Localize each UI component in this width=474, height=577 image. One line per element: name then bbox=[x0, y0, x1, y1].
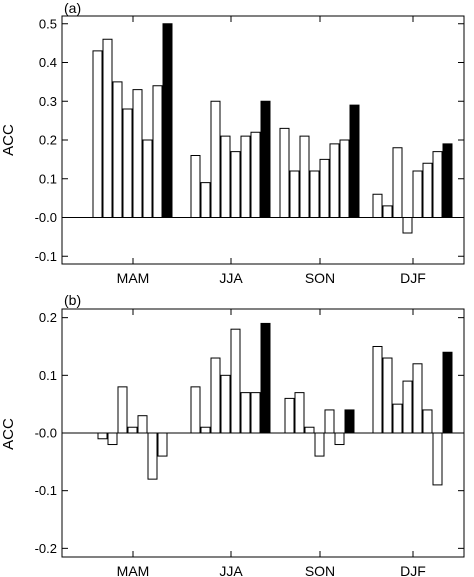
bar bbox=[432, 151, 443, 218]
bars-a bbox=[92, 23, 453, 234]
y-tick-label: 0.2 bbox=[39, 310, 57, 325]
bar bbox=[200, 182, 211, 218]
bar bbox=[157, 432, 168, 457]
bar bbox=[190, 386, 201, 434]
bars-b bbox=[97, 322, 453, 486]
category-label: MAM bbox=[117, 270, 150, 286]
category-label: DJF bbox=[400, 270, 426, 286]
bar bbox=[299, 135, 310, 218]
bar bbox=[402, 217, 413, 234]
bar bbox=[142, 139, 153, 218]
bar bbox=[250, 392, 261, 434]
category-label: MAM bbox=[117, 563, 150, 577]
bar bbox=[279, 127, 290, 218]
bar bbox=[422, 409, 433, 434]
panel-label-b: (b) bbox=[64, 292, 81, 308]
bar bbox=[260, 100, 271, 218]
panel-label-a: (a) bbox=[64, 0, 81, 16]
bar bbox=[432, 432, 443, 486]
bar bbox=[314, 432, 325, 457]
bar bbox=[147, 432, 158, 480]
bar bbox=[117, 386, 128, 434]
y-tick-label: 0.1 bbox=[39, 368, 57, 383]
y-tick-label: -0.0 bbox=[35, 210, 57, 225]
bar bbox=[319, 158, 330, 218]
y-tick-label: -0.2 bbox=[35, 541, 57, 556]
bar bbox=[190, 155, 201, 218]
bar bbox=[442, 143, 453, 218]
bar bbox=[92, 50, 103, 218]
y-tick-label: 0.5 bbox=[39, 16, 57, 31]
bar bbox=[412, 170, 423, 218]
bar bbox=[372, 345, 383, 434]
bar bbox=[304, 426, 315, 434]
y-tick-label: -0.1 bbox=[35, 483, 57, 498]
bar bbox=[102, 38, 113, 218]
bar bbox=[152, 85, 163, 218]
y-tick-label: -0.0 bbox=[35, 426, 57, 441]
bar bbox=[392, 403, 403, 434]
bar bbox=[372, 193, 383, 218]
category-label: SON bbox=[305, 563, 335, 577]
category-label: JJA bbox=[219, 563, 243, 577]
bar bbox=[442, 351, 453, 434]
bar bbox=[422, 162, 433, 218]
bar bbox=[329, 143, 340, 218]
y-ticks-a: -0.1 -0.0 0.1 0.2 0.3 0.4 0.5 bbox=[35, 16, 464, 264]
bar bbox=[210, 357, 221, 434]
y-ticks-b: -0.2 -0.1 -0.0 0.1 0.2 bbox=[35, 310, 464, 556]
y-tick-label: 0.2 bbox=[39, 133, 57, 148]
y-axis-label-a: ACC bbox=[0, 124, 17, 156]
bar bbox=[284, 397, 295, 434]
category-label: SON bbox=[305, 270, 335, 286]
bar bbox=[324, 409, 335, 434]
bar bbox=[392, 147, 403, 218]
bar bbox=[294, 392, 305, 434]
panel-b: (b) ACC -0.2 -0.1 -0.0 0.1 0.2 MAM JJA SON DJF bbox=[0, 292, 465, 577]
bar bbox=[382, 205, 393, 218]
bar bbox=[412, 363, 423, 434]
bar bbox=[162, 23, 173, 218]
bar bbox=[122, 108, 133, 218]
bar bbox=[220, 135, 231, 218]
bar bbox=[210, 100, 221, 218]
bar bbox=[137, 415, 148, 434]
bar bbox=[220, 374, 231, 434]
bar bbox=[200, 426, 211, 434]
y-tick-label: 0.3 bbox=[39, 94, 57, 109]
bar bbox=[250, 131, 261, 218]
bar bbox=[260, 322, 271, 434]
bar bbox=[289, 170, 300, 218]
bar bbox=[107, 432, 118, 446]
bar bbox=[132, 89, 143, 218]
bar bbox=[127, 426, 138, 434]
y-tick-label: 0.4 bbox=[39, 55, 57, 70]
panel-a: (a) ACC -0.1 -0.0 0.1 0.2 0.3 0.4 0.5 MAM JJA SO… bbox=[0, 0, 465, 286]
bar bbox=[382, 357, 393, 434]
bar bbox=[240, 392, 251, 434]
bar bbox=[334, 432, 345, 446]
category-label: DJF bbox=[400, 563, 426, 577]
bar bbox=[339, 139, 350, 218]
bar bbox=[344, 409, 355, 434]
bar bbox=[309, 170, 320, 218]
y-tick-label: 0.1 bbox=[39, 171, 57, 186]
y-tick-label: -0.1 bbox=[35, 249, 57, 264]
bar bbox=[97, 432, 108, 440]
category-label: JJA bbox=[219, 270, 243, 286]
bar bbox=[240, 135, 251, 218]
bar bbox=[112, 81, 123, 218]
bar bbox=[349, 104, 360, 218]
bar bbox=[402, 380, 413, 434]
category-labels-b: MAM JJA SON DJF bbox=[117, 309, 426, 577]
bar bbox=[230, 151, 241, 218]
bar bbox=[230, 328, 241, 434]
category-labels-a: MAM JJA SON DJF bbox=[117, 16, 426, 286]
y-axis-label-b: ACC bbox=[0, 418, 17, 450]
